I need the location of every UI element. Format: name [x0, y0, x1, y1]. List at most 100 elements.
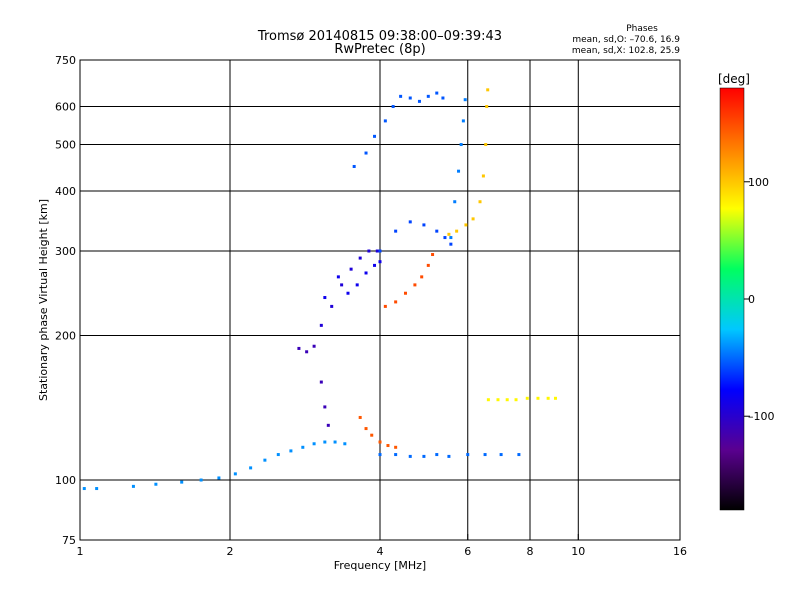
- echo-point: [364, 151, 368, 155]
- echo-point: [95, 487, 99, 491]
- echo-point: [386, 444, 390, 448]
- echo-point: [408, 220, 412, 224]
- y-axis-label: Stationary phase Virtual Height [km]: [37, 199, 50, 401]
- phase-info-line1: mean, sd,O: –70.6, 16.9: [572, 35, 680, 45]
- echo-point: [453, 200, 457, 204]
- echo-point: [546, 396, 550, 400]
- x-tick-label: 1: [77, 545, 84, 558]
- echo-point: [312, 442, 316, 446]
- echo-point: [496, 398, 500, 402]
- echo-point: [484, 143, 488, 147]
- phase-info-title: Phases: [626, 24, 658, 34]
- echo-point: [336, 275, 340, 279]
- echo-point: [319, 323, 323, 327]
- echo-point: [378, 453, 382, 457]
- echo-point: [323, 296, 327, 300]
- echo-point: [514, 398, 518, 402]
- echo-point: [375, 249, 379, 253]
- echo-point: [326, 423, 330, 427]
- x-tick-label: 4: [377, 545, 384, 558]
- echo-point: [370, 433, 374, 437]
- echo-point: [486, 88, 490, 92]
- echo-point: [443, 236, 447, 240]
- y-tick-label: 400: [55, 185, 76, 198]
- echo-point: [263, 458, 267, 462]
- colorbar-tick-label: –100: [748, 410, 775, 423]
- echo-point: [447, 454, 451, 458]
- y-tick-label: 75: [62, 534, 76, 547]
- echo-point: [459, 143, 463, 147]
- echo-point: [391, 105, 395, 109]
- echo-point: [305, 350, 309, 354]
- echo-point: [447, 232, 451, 236]
- echo-point: [403, 291, 407, 295]
- echo-point: [394, 453, 398, 457]
- echo-point: [249, 466, 253, 470]
- echo-point: [463, 98, 467, 102]
- colorbar-label: [deg]: [718, 72, 750, 86]
- chart-title-line2: RwPretec (8p): [334, 42, 425, 57]
- colorbar: [719, 87, 745, 511]
- echo-point: [426, 263, 430, 267]
- x-tick-label: 8: [527, 545, 534, 558]
- echo-point: [312, 344, 316, 348]
- y-tick-label: 200: [55, 330, 76, 343]
- echo-point: [180, 480, 184, 484]
- echo-point: [431, 253, 435, 257]
- echo-point: [199, 478, 203, 482]
- echo-point: [408, 454, 412, 458]
- echo-point: [394, 445, 398, 449]
- echo-point: [233, 472, 237, 476]
- y-tick-label: 500: [55, 139, 76, 152]
- echo-point: [464, 223, 468, 227]
- echo-point: [364, 427, 368, 431]
- echo-point: [449, 242, 453, 246]
- echo-point: [420, 275, 424, 279]
- echo-point: [383, 119, 387, 123]
- echo-point: [131, 484, 135, 488]
- echo-point: [364, 271, 368, 275]
- echo-point: [358, 256, 362, 260]
- echo-point: [486, 398, 490, 402]
- echo-point: [340, 283, 344, 287]
- x-tick-label: 6: [464, 545, 471, 558]
- x-axis-label: Frequency [MHz]: [334, 559, 426, 572]
- echo-point: [154, 482, 158, 486]
- echo-point: [82, 487, 86, 491]
- echo-point: [367, 249, 371, 253]
- echo-point: [481, 174, 485, 178]
- echo-point: [422, 223, 426, 227]
- echo-point: [297, 346, 301, 350]
- grid-lines: [80, 60, 680, 540]
- echo-point: [373, 263, 377, 267]
- echo-point: [289, 449, 293, 453]
- echo-point: [378, 260, 382, 264]
- echo-point: [333, 440, 337, 444]
- echo-point: [323, 405, 327, 409]
- echo-point: [505, 398, 509, 402]
- x-tick-label: 10: [571, 545, 585, 558]
- echo-point: [457, 169, 461, 173]
- chart-title-line1: Tromsø 20140815 09:38:00–09:39:43: [257, 29, 502, 44]
- echo-point: [330, 304, 334, 308]
- echo-point: [217, 476, 221, 480]
- echo-point: [435, 453, 439, 457]
- echo-point: [455, 229, 459, 233]
- echo-point: [276, 453, 280, 457]
- x-axis-ticks: 1 2 4 6 8 10 16: [77, 534, 687, 558]
- echo-point: [435, 229, 439, 233]
- echo-point: [394, 229, 398, 233]
- echo-point: [373, 134, 377, 138]
- x-tick-label: 2: [227, 545, 234, 558]
- echo-point: [355, 283, 359, 287]
- echo-point: [499, 453, 503, 457]
- echo-point: [394, 300, 398, 304]
- echo-point: [343, 442, 347, 446]
- echo-point: [346, 291, 350, 295]
- echo-points: [82, 88, 557, 491]
- echo-point: [352, 164, 356, 168]
- echo-point: [517, 453, 521, 457]
- echo-point: [408, 96, 412, 100]
- echo-point: [553, 396, 557, 400]
- echo-point: [358, 415, 362, 419]
